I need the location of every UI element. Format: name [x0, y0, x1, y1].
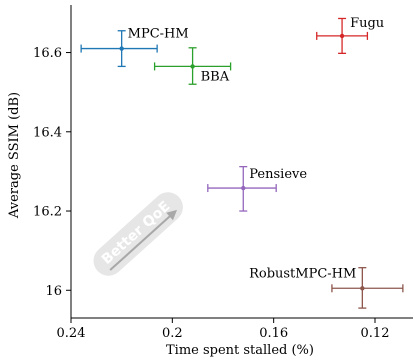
x-tick-label: 0.16	[259, 326, 288, 341]
x-tick-label: 0.2	[162, 326, 183, 341]
y-axis-title: Average SSIM (dB)	[7, 92, 22, 219]
point-fugu: Fugu	[316, 16, 384, 54]
better-qoe-background	[93, 192, 183, 276]
point-marker	[339, 33, 345, 39]
better-qoe-label: Better QoE	[99, 198, 174, 267]
point-marker	[119, 46, 124, 51]
y-tick-label: 16.2	[33, 205, 62, 220]
point-label-robustmpc-hm: RobustMPC-HM	[249, 266, 356, 281]
point-marker	[190, 64, 195, 69]
point-robustmpc-hm: RobustMPC-HM	[249, 266, 404, 309]
x-tick-label: 0.24	[57, 326, 86, 341]
x-tick-label: 0.12	[361, 326, 390, 341]
better-qoe-arrowhead	[166, 209, 178, 221]
point-marker	[360, 286, 365, 291]
x-axis-title: Time spent stalled (%)	[166, 343, 314, 358]
data-marks: MPC-HM BBA Fugu Pensieve RobustMPC-HM	[80, 16, 404, 309]
better-qoe-annotation: Better QoE	[93, 192, 183, 276]
axes: 0.24 0.2 0.16 0.12 16 16.2 16.4 16.6	[33, 5, 413, 341]
y-tick-label: 16	[45, 284, 62, 299]
point-label-bba: BBA	[201, 69, 230, 84]
y-tick-label: 16.4	[33, 125, 62, 140]
point-label-pensieve: Pensieve	[249, 167, 307, 182]
y-tick-label: 16.6	[33, 46, 62, 61]
point-pensieve: Pensieve	[207, 166, 307, 212]
point-mpc-hm: MPC-HM	[80, 27, 189, 68]
better-qoe-arrow: Better QoE	[93, 192, 183, 276]
point-label-fugu: Fugu	[350, 16, 384, 31]
point-marker	[241, 185, 246, 191]
point-bba: BBA	[153, 47, 232, 85]
point-label-mpc-hm: MPC-HM	[128, 27, 189, 42]
better-qoe-shaft	[109, 214, 172, 271]
